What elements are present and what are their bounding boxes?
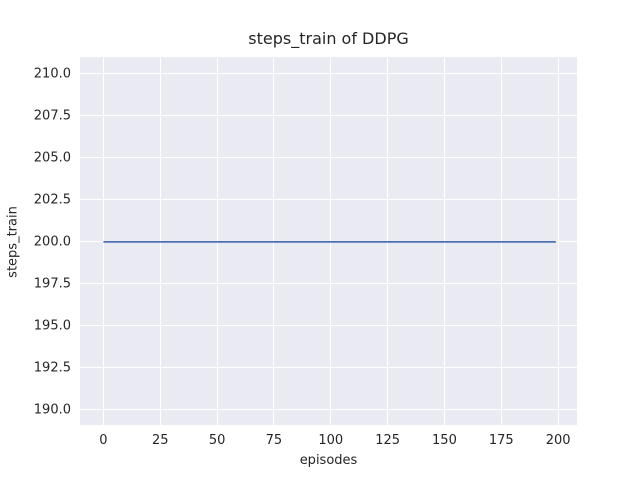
- y-tick-label: 200.0: [33, 234, 71, 250]
- y-tick-label: 210.0: [33, 66, 71, 82]
- y-gridline: [80, 367, 577, 369]
- y-tick-label: 202.5: [33, 192, 71, 208]
- y-gridline: [80, 73, 577, 75]
- x-gridline: [557, 57, 559, 425]
- x-tick-label: 75: [265, 433, 283, 448]
- y-gridline: [80, 409, 577, 411]
- y-tick-label: 192.5: [33, 360, 71, 376]
- y-tick-label: 197.5: [33, 276, 71, 292]
- plot-area: [80, 57, 577, 425]
- data-line-layer: [103, 240, 556, 243]
- x-tick-label: 125: [375, 433, 401, 448]
- x-tick-label: 25: [151, 433, 169, 448]
- y-gridline: [80, 115, 577, 117]
- y-tick-label: 205.0: [33, 150, 71, 166]
- x-tick-label: 50: [208, 433, 226, 448]
- y-tick-label: 190.0: [33, 402, 71, 418]
- y-gridline: [80, 199, 577, 201]
- x-axis-tick-labels: 0 25 50 75 100 125 150 175 200: [80, 433, 577, 449]
- x-tick-label: 0: [99, 433, 108, 448]
- x-tick-label: 175: [488, 433, 514, 448]
- y-tick-label: 195.0: [33, 318, 71, 334]
- chart-title: steps_train of DDPG: [248, 29, 409, 48]
- y-gridline: [80, 325, 577, 327]
- x-tick-label: 200: [545, 433, 571, 448]
- y-tick-label: 207.5: [33, 108, 71, 124]
- x-tick-label: 150: [432, 433, 457, 448]
- x-axis-label: episodes: [299, 453, 358, 468]
- y-gridline: [80, 157, 577, 159]
- x-tick-label: 100: [318, 433, 344, 448]
- y-gridline: [80, 283, 577, 285]
- y-axis-tick-labels: 190.0 192.5 195.0 197.5 200.0 202.5 205.0 207.5…: [0, 57, 71, 425]
- x-gridline: [102, 57, 104, 425]
